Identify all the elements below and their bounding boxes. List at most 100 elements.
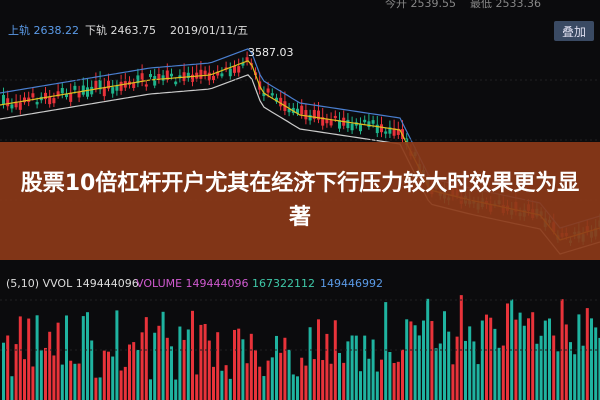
volume-bar [2,342,5,400]
volume-bar [65,315,68,400]
volume-bar [455,336,459,400]
volume-bar [304,365,308,400]
volume-bar [501,345,505,400]
volume-bar [527,318,530,400]
volume-bar [275,335,278,400]
volume-params: (5,10) VVOL 149444096 [6,277,139,290]
volume-bar [522,325,526,400]
volume-bar [191,310,194,400]
low-price: 最低 2533.36 [470,0,541,10]
volume-bar [212,366,215,400]
volume-bar [514,319,518,400]
volume-ma10: 149446992 [320,277,383,290]
volume-bar [388,352,392,400]
volume-bar [48,331,52,400]
volume-bar [44,347,47,400]
volume-bar [6,335,10,400]
volume-bar [153,332,157,400]
volume-bar [333,320,337,400]
volume-bar [296,376,299,400]
volume-bar [224,365,228,400]
volume-bar [52,355,56,400]
volume-bar [73,363,77,400]
volume-bar [405,319,409,400]
volume-bar [18,316,22,400]
volume-bar [426,298,430,400]
upper-band: 上轨 2638.22 [8,23,79,37]
volume-bar [128,344,131,400]
volume-bar [556,351,560,400]
volume-bar [10,376,14,400]
volume-bar [325,333,329,400]
volume-bar [577,314,581,400]
overlay-button[interactable]: 叠加 [554,21,594,41]
volume-bar [203,323,207,400]
banner: 股票10倍杠杆开户尤其在经济下行压力较大时效果更为显著 [0,142,600,260]
volume-bar [144,317,148,400]
volume-bar [245,363,249,400]
volume-bar [585,308,589,400]
volume-bar [422,320,425,400]
volume-bar [380,359,383,400]
volume-bar [86,312,89,400]
volume-bar [493,328,497,400]
volume-bar [199,324,203,400]
volume-bar [258,366,262,400]
volume-bar [392,363,396,400]
volume-bar [434,348,438,400]
volume-bar [371,339,375,400]
volume-bar [413,325,417,400]
volume-bar [451,364,455,400]
volume-bar [161,311,165,400]
banner-text: 股票10倍杠杆开户尤其在经济下行压力较大时效果更为显著 [20,171,580,230]
volume-bar [254,350,257,400]
volume-bar [279,352,283,400]
volume-bar [119,370,123,400]
volume-bar [140,332,144,400]
volume-bar [287,349,291,400]
volume-bar [291,374,295,400]
volume-bar [60,364,64,400]
volume-bar [23,359,26,400]
volume-bar [186,329,190,400]
volume-bar [115,310,119,400]
volume-bar [594,327,598,400]
volume-bar [132,342,136,400]
volume-bar [338,352,341,400]
volume-bar [56,322,60,400]
volume-bar [98,377,102,400]
volume-bar [531,312,535,400]
volume-bar [438,343,442,400]
volume-bar [590,318,593,400]
volume-bar [560,299,564,400]
volume-bar [367,358,371,400]
volume-bar [548,318,551,400]
volume-bar [535,343,539,400]
volume-bar [485,314,488,400]
date: 2019/01/11/五 [170,24,248,37]
volume-bar [308,327,312,400]
volume-bar [354,335,358,400]
volume-bar [174,379,178,400]
volume-bar [384,302,388,400]
volume-bar [598,337,600,400]
volume-bar [317,319,320,400]
volume-bar [329,363,333,400]
volume-bar [430,321,434,400]
volume-bar [468,326,472,400]
volume-bar [262,376,266,400]
volume-bar [241,339,245,400]
volume-bar [283,337,287,400]
volume-bar [543,320,547,400]
volume-bar [111,356,115,400]
volume-bar [77,363,81,400]
volume-bar [249,333,253,400]
volume-bar [35,315,39,400]
volume-bar [472,341,476,400]
volume-bar [90,340,94,400]
volume-bar [182,339,186,400]
volume-bar [464,340,467,400]
volume-bar [518,312,522,400]
volume-bar [157,325,161,400]
